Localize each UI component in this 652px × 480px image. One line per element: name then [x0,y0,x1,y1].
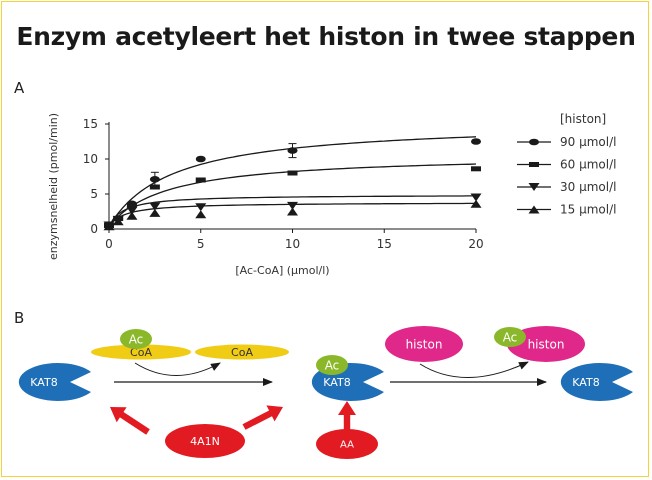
legend-entry: 30 μmol/l [560,180,616,194]
x-tick-label: 10 [285,237,300,251]
coa-donor: CoA [91,344,191,360]
legend-title: [histon] [560,112,606,126]
x-tick-label: 15 [377,237,392,251]
data-point [195,155,206,163]
data-point [287,170,298,176]
data-point [103,222,115,231]
histone-substrate-shape [385,326,463,362]
acetyl-group-enzyme-shape [316,355,348,375]
coa-product: CoA [195,344,289,360]
acetyl-group-donor: Ac [120,329,152,349]
enzyme-kat8-regenerated: KAT8 [560,363,633,401]
data-point [195,177,206,183]
histone-acetylated-shape [507,326,585,362]
histone-acetylation-arrow [419,361,529,378]
legend-marker [528,183,540,191]
acetyl-group-enzyme: Ac [316,355,348,375]
acetyl-group-histone-shape [494,327,526,347]
data-point [149,202,161,211]
histone-acetylated-label: histon [528,337,565,351]
legend-entry: 60 μmol/l [560,158,616,172]
data-point [112,217,124,226]
inhibitor-4a1n: 4A1N [165,424,245,458]
legend-marker [528,205,540,214]
acetyl-transfer-arrow [134,362,221,376]
inhibitor-4a1n-label: 4A1N [190,435,220,448]
legend-entry: 15 μmol/l [560,203,616,217]
data-point [149,176,160,183]
inhibitor-aa: AA [316,429,378,459]
inhibitor-aa-shape [316,429,378,459]
panel-b-label: B [14,309,25,327]
x-tick-label: 20 [468,237,483,251]
enzyme-label: KAT8 [572,376,599,389]
legend-entry: 90 μmol/l [560,135,616,149]
y-tick-label: 15 [83,117,98,131]
acetyl-histone-label: Ac [503,330,518,344]
enzyme-label: KAT8 [30,376,57,389]
data-point [149,208,161,217]
coa-donor-label: CoA [130,346,152,359]
acetyl-enzyme-label: Ac [325,358,340,372]
x-tick-label: 5 [197,237,205,251]
data-point [126,202,137,208]
coa-product-shape [195,344,289,360]
inhibitor-arrow-left [110,407,150,435]
data-point [149,184,160,190]
histone-substrate: histon [385,326,463,362]
data-point [126,206,138,215]
data-point [471,138,481,145]
enzyme-kat8-free: KAT8 [18,363,92,401]
figure-title: Enzym acetyleert het histon in twee stap… [16,22,636,51]
fit-curve [108,202,476,227]
data-point [470,199,482,208]
coa-product-label: CoA [231,346,253,359]
enzyme-shape [18,363,92,401]
data-point [195,210,207,219]
inhibitor-arrow-right [242,405,283,430]
histone-substrate-label: histon [406,337,443,351]
x-axis-label: [Ac-CoA] (μmol/l) [235,264,329,277]
panel-a-label: A [14,79,25,97]
x-tick-label: 0 [105,237,113,251]
fit-curve [108,195,476,227]
inhibitor-4a1n-shape [165,424,245,458]
y-tick-label: 5 [90,187,98,201]
series-triangle-up [103,199,482,231]
data-point [287,207,298,216]
y-tick-label: 10 [83,152,98,166]
enzyme-label: KAT8 [323,376,350,389]
acetyl-group-donor-shape [120,329,152,349]
acetyl-group-histone: Ac [494,327,526,347]
enzyme-shape [560,363,633,401]
y-axis-label: enzymsnelheid (pmol/min) [47,113,60,260]
legend-marker [529,162,539,167]
histone-acetylated: histon [507,326,585,362]
data-point [287,147,298,154]
inhibitor-arrow-up [338,401,356,431]
legend-marker [529,138,539,146]
coa-donor-shape [91,344,191,360]
data-point [470,193,482,202]
data-point [471,166,481,172]
data-point [126,211,138,220]
inhibitor-aa-label: AA [340,440,354,451]
y-tick-label: 0 [90,222,98,236]
acetyl-donor-label: Ac [129,332,144,346]
